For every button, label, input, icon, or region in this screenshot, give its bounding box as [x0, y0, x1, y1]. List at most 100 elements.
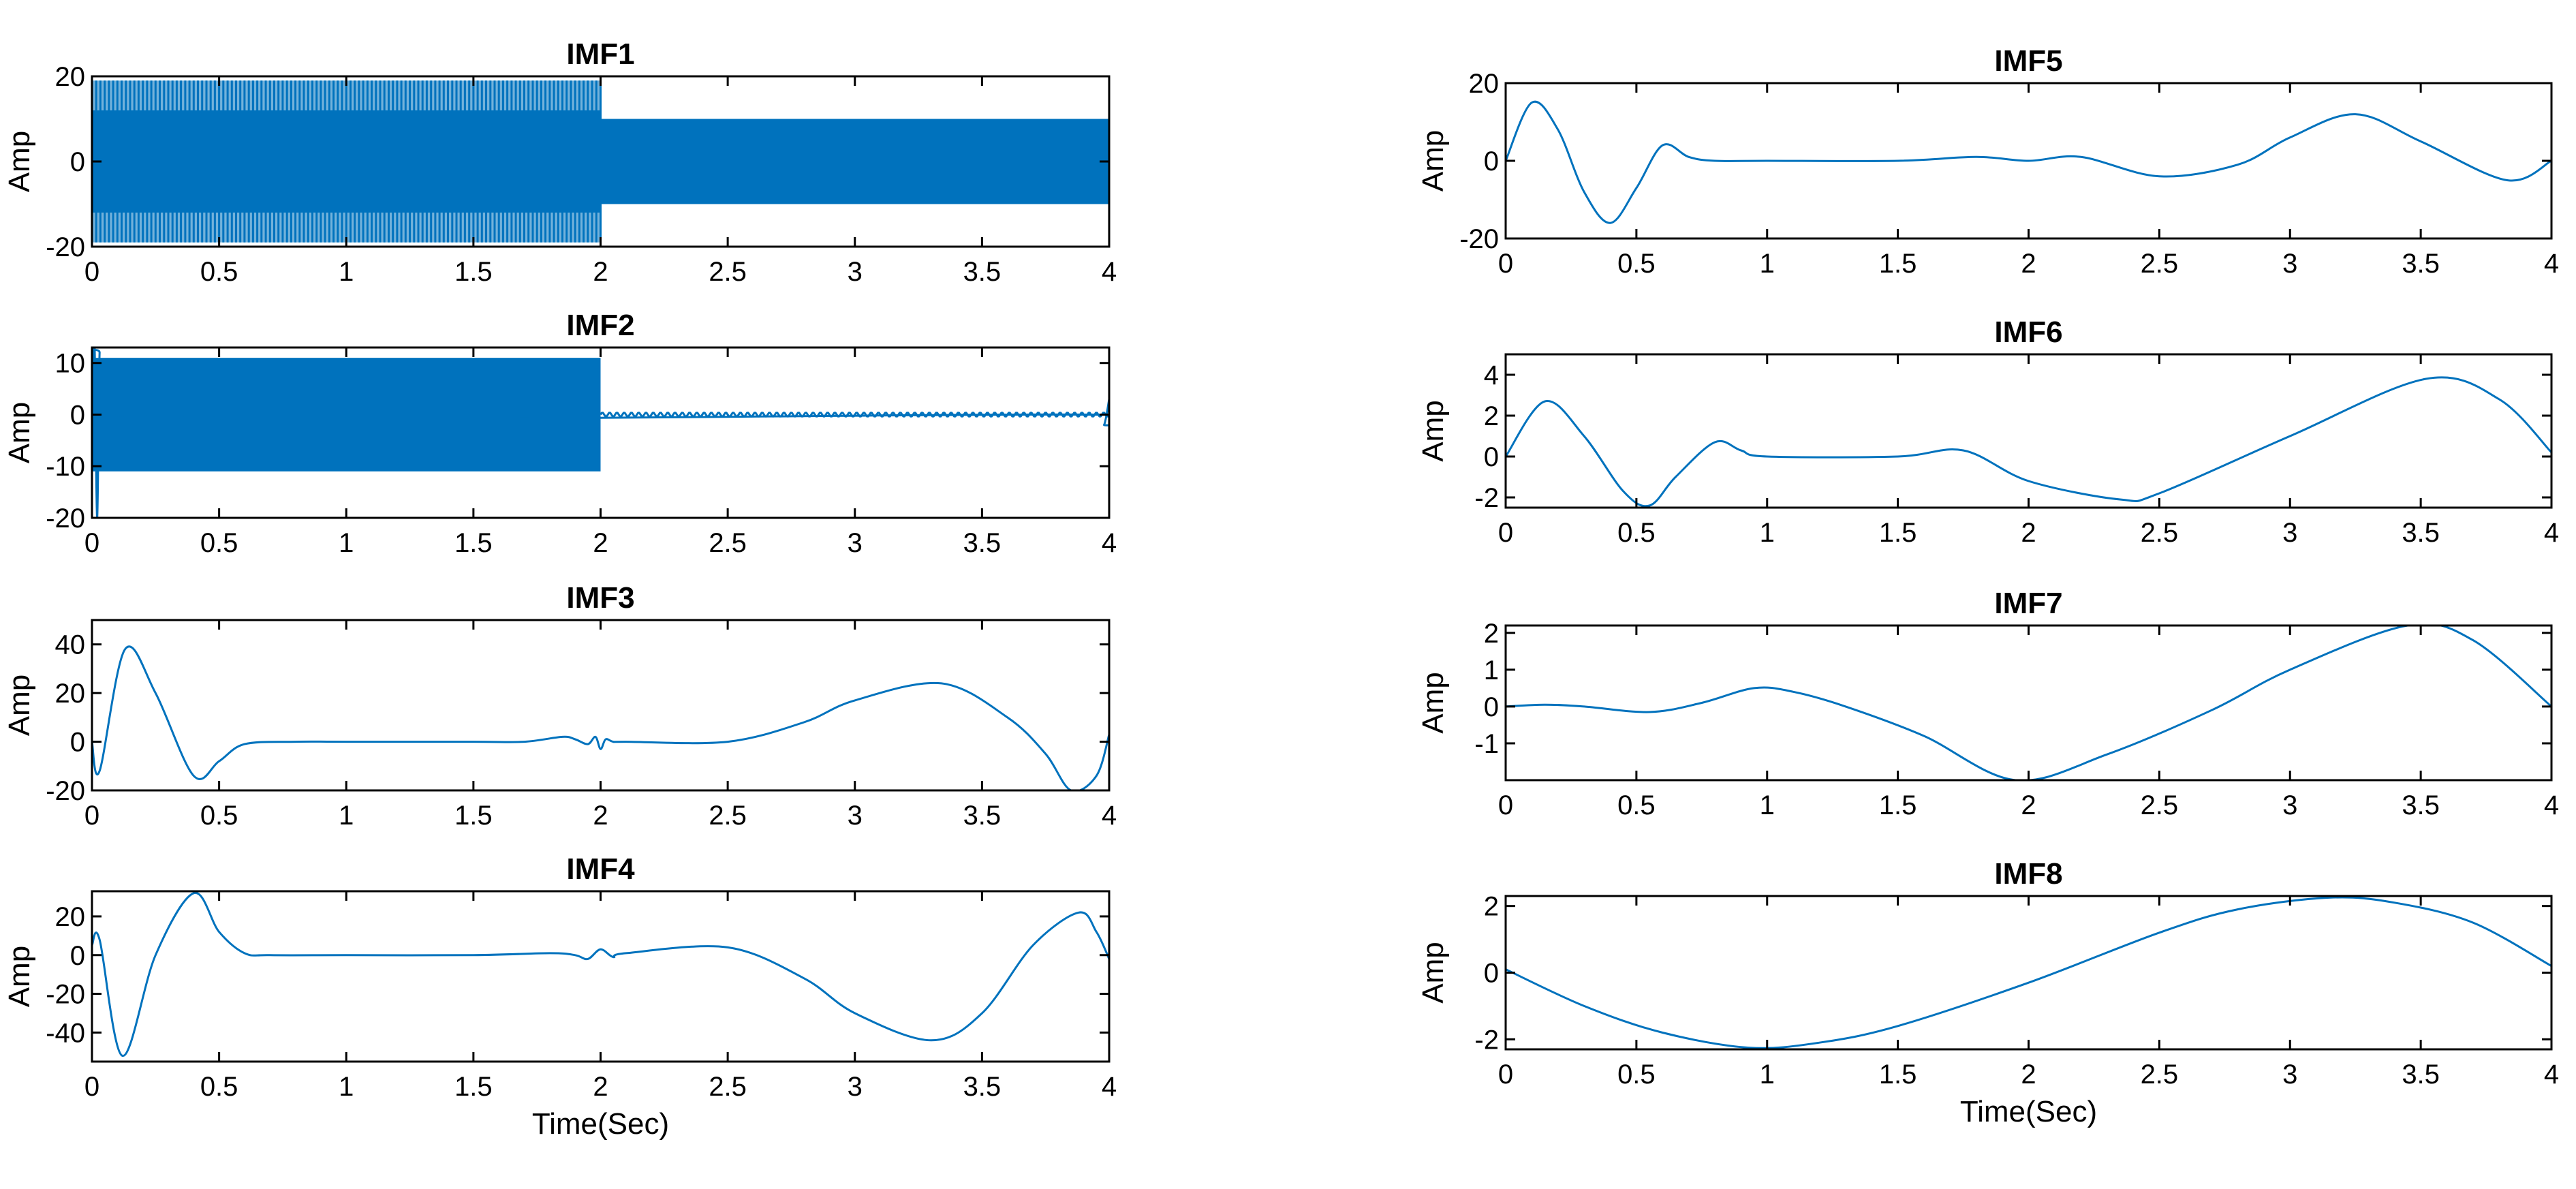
y-tick-label: 0 — [1484, 959, 1499, 989]
y-tick-label: 20 — [55, 902, 86, 932]
x-tick-label: 0.5 — [1617, 790, 1656, 820]
x-tick-label: 4 — [1102, 1072, 1117, 1102]
y-tick-label: 20 — [55, 62, 86, 92]
x-tick-label: 0 — [84, 257, 99, 287]
y-tick-label: 0 — [1484, 692, 1499, 722]
x-tick-label: 0 — [1498, 790, 1513, 820]
subplot-imf8: IMF8 0 0.5 1 1.5 2 2.5 3 3.5 4 -2 0 2 Amp Time(Sec) — [1416, 857, 2559, 1128]
series-layer — [1506, 376, 2551, 508]
x-tick-label: 0.5 — [200, 257, 238, 287]
plot-title: IMF4 — [566, 852, 635, 886]
signal-curve — [92, 892, 1109, 1057]
x-tick-label: 3 — [848, 528, 863, 558]
y-axis-label: Amp — [3, 946, 36, 1007]
x-tick-label: 4 — [1102, 801, 1117, 831]
x-tick-label: 2.5 — [709, 801, 747, 831]
x-tick-label: 3 — [2282, 518, 2297, 548]
signal-curve — [1506, 896, 2551, 1049]
plot-title: IMF6 — [1994, 315, 2062, 349]
x-tick-label: 1 — [1760, 1060, 1775, 1090]
x-tick-label: 3.5 — [963, 528, 1002, 558]
y-tick-label: 2 — [1484, 401, 1499, 431]
x-tick-label: 2.5 — [709, 257, 747, 287]
x-tick-label: 1.5 — [454, 528, 493, 558]
y-tick-label: 40 — [55, 630, 86, 660]
x-tick-label: 0 — [1498, 518, 1513, 548]
y-tick-label: 10 — [55, 349, 86, 379]
signal-curve — [92, 348, 1109, 518]
series-layer — [92, 80, 1109, 243]
x-tick-label: 2 — [2021, 790, 2036, 820]
x-tick-label: 3.5 — [963, 257, 1002, 287]
x-tick-label: 3 — [848, 257, 863, 287]
x-tick-label: 3.5 — [2402, 790, 2440, 820]
y-tick-label: -1 — [1474, 729, 1499, 759]
x-tick-label: 1.5 — [1879, 1060, 1917, 1090]
series-layer — [92, 892, 1109, 1057]
x-tick-label: 2 — [593, 257, 608, 287]
y-tick-label: 1 — [1484, 655, 1499, 685]
x-tick-label: 3 — [2282, 790, 2297, 820]
x-tick-label: 3.5 — [2402, 518, 2440, 548]
y-axis-label: Amp — [1416, 942, 1450, 1003]
x-tick-label: 2.5 — [2141, 790, 2179, 820]
x-tick-label: 0.5 — [1617, 518, 1656, 548]
y-axis-label: Amp — [3, 675, 36, 736]
x-tick-label: 2.5 — [709, 1072, 747, 1102]
x-tick-label: 4 — [2544, 249, 2559, 279]
x-tick-label: 4 — [1102, 257, 1117, 287]
y-tick-label: 0 — [1484, 146, 1499, 176]
y-tick-label: -40 — [46, 1018, 85, 1048]
signal-envelope — [600, 119, 1109, 204]
plot-title: IMF3 — [566, 581, 634, 615]
y-axis-label: Amp — [3, 402, 36, 463]
x-tick-label: 3 — [848, 801, 863, 831]
x-tick-label: 4 — [2544, 518, 2559, 548]
plot-title: IMF7 — [1994, 587, 2062, 620]
x-tick-label: 3.5 — [2402, 1060, 2440, 1090]
subplot-imf6: IMF6 0 0.5 1 1.5 2 2.5 3 3.5 4 -2 0 2 4 Amp — [1416, 315, 2559, 548]
y-tick-label: 0 — [70, 400, 85, 430]
x-tick-label: 3 — [848, 1072, 863, 1102]
x-tick-label: 2 — [593, 528, 608, 558]
x-axis-label: Time(Sec) — [1960, 1095, 2097, 1128]
y-tick-label: 20 — [1469, 69, 1500, 99]
y-tick-label: -10 — [46, 452, 85, 482]
x-tick-label: 0.5 — [200, 528, 238, 558]
x-tick-label: 1.5 — [1879, 790, 1917, 820]
subplot-imf7: IMF7 0 0.5 1 1.5 2 2.5 3 3.5 4 -1 0 1 2 Amp — [1416, 587, 2559, 820]
x-tick-label: 3.5 — [963, 801, 1002, 831]
series-layer — [1506, 626, 2551, 780]
x-tick-label: 4 — [1102, 528, 1117, 558]
x-tick-label: 3 — [2282, 1060, 2297, 1090]
x-tick-label: 4 — [2544, 790, 2559, 820]
x-tick-label: 1 — [339, 257, 354, 287]
x-tick-label: 2 — [593, 1072, 608, 1102]
x-tick-label: 0 — [1498, 249, 1513, 279]
x-tick-label: 2 — [2021, 1060, 2036, 1090]
signal-envelope-inner — [92, 110, 601, 213]
y-tick-label: 2 — [1484, 892, 1499, 922]
x-tick-label: 3.5 — [2402, 249, 2440, 279]
x-tick-label: 1.5 — [454, 1072, 493, 1102]
signal-curve — [92, 645, 1109, 790]
y-tick-label: 0 — [70, 728, 85, 758]
series-layer — [1506, 100, 2551, 224]
signal-curve — [1506, 376, 2551, 508]
axes-frame — [91, 890, 1111, 1063]
signal-curve — [1506, 626, 2551, 780]
x-tick-label: 0 — [84, 801, 99, 831]
y-tick-label: -20 — [46, 776, 85, 806]
x-tick-label: 1.5 — [1879, 249, 1917, 279]
series-layer — [92, 348, 1109, 518]
y-tick-label: 20 — [55, 679, 86, 709]
y-axis-label: Amp — [1416, 130, 1450, 191]
signal-curve — [1506, 100, 2551, 224]
x-tick-label: 1 — [1760, 249, 1775, 279]
subplot-imf2: IMF2 0 0.5 1 1.5 2 2.5 3 3.5 4 -20 -10 0 10 Amp — [3, 309, 1117, 558]
axes-frame — [1504, 895, 2553, 1051]
axes-frame — [1504, 353, 2553, 509]
